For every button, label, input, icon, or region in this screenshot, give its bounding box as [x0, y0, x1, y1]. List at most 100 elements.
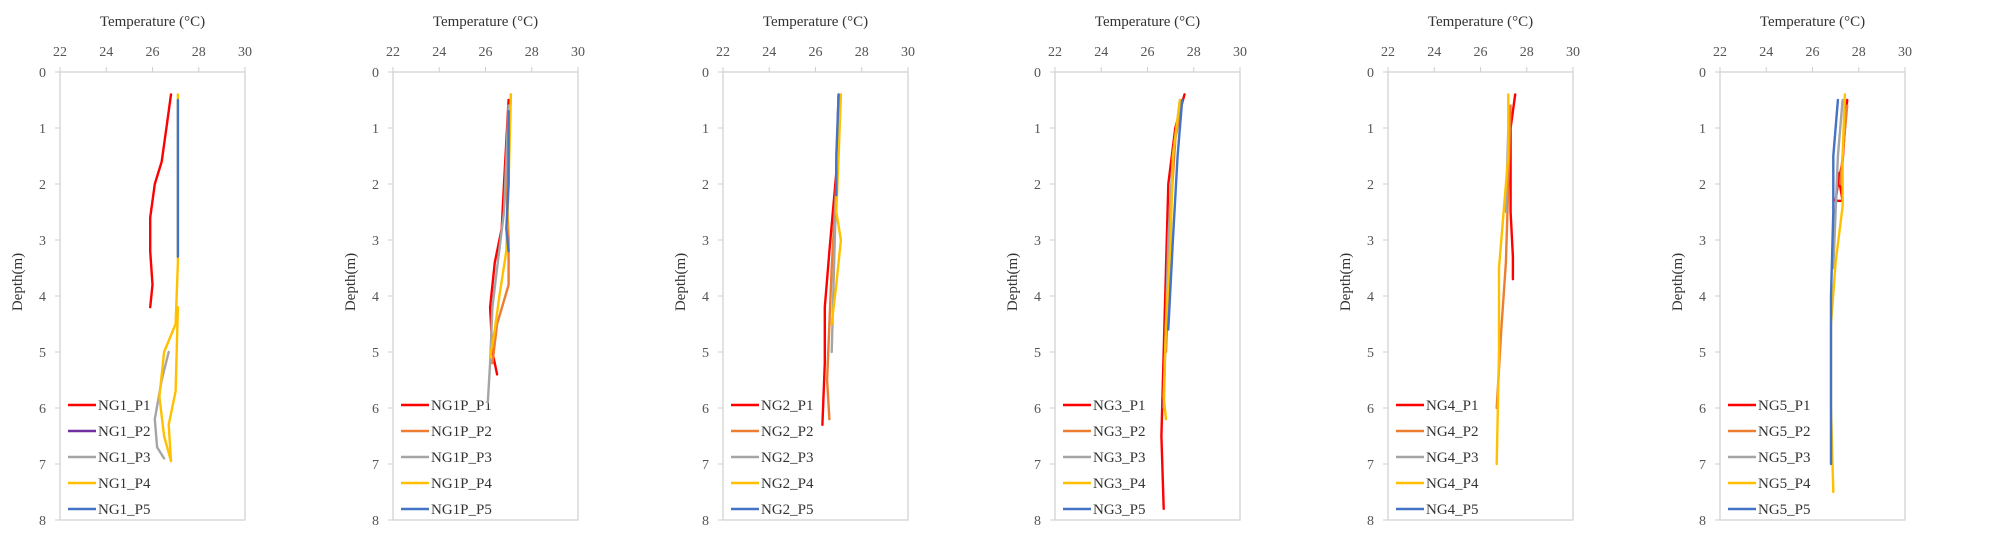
y-tick-label: 6 — [1034, 402, 1041, 417]
legend-label: NG1P_P5 — [431, 502, 492, 518]
x-tick-label: 30 — [1898, 45, 1912, 60]
y-tick-label: 0 — [39, 66, 46, 81]
x-tick-label: 22 — [1381, 45, 1395, 60]
x-tick-label: 26 — [1141, 45, 1155, 60]
y-tick-label: 4 — [1699, 290, 1706, 305]
legend-label: NG4_P4 — [1426, 476, 1479, 492]
y-tick-label: 5 — [1699, 346, 1706, 361]
y-tick-label: 1 — [372, 122, 379, 137]
x-tick-label: 24 — [1759, 45, 1773, 60]
y-tick-label: 2 — [1367, 178, 1374, 193]
legend-label: NG1P_P4 — [431, 476, 492, 492]
x-tick-label: 24 — [1427, 45, 1441, 60]
chart-panel-4: Temperature (°C) 22 24 26 28 30 0 1 2 3 4 5 6 7 8 Depth… — [1005, 14, 1247, 529]
series-line-NG3_P5 — [1167, 98, 1184, 331]
series-line-NG1_P3 — [153, 350, 170, 460]
y-tick-label: 8 — [1367, 514, 1374, 529]
legend-label: NG5_P3 — [1758, 450, 1811, 466]
y-tick-label: 2 — [702, 178, 709, 193]
y-tick-label: 3 — [1034, 234, 1041, 249]
series-line-NG2_P5 — [835, 93, 840, 197]
legend-label: NG3_P1 — [1093, 398, 1146, 414]
legend-label: NG2_P3 — [761, 450, 814, 466]
y-tick-label: 1 — [702, 122, 709, 137]
y-tick-label: 6 — [1699, 402, 1706, 417]
legend-label: NG4_P2 — [1426, 424, 1479, 440]
x-tick-label: 30 — [901, 45, 915, 60]
y-tick-label: 7 — [702, 458, 709, 473]
legend-label: NG1_P4 — [98, 476, 151, 492]
series-line-NG5_P3 — [1832, 98, 1844, 270]
y-tick-label: 5 — [1367, 346, 1374, 361]
y-axis-title: Depth(m) — [1338, 253, 1354, 311]
legend-label: NG4_P1 — [1426, 398, 1479, 414]
series-line-NG1_P4 — [158, 93, 180, 463]
x-tick-label: 28 — [192, 45, 206, 60]
y-tick-label: 4 — [702, 290, 709, 305]
x-axis-title: Temperature (°C) — [433, 14, 538, 30]
legend-label: NG5_P4 — [1758, 476, 1811, 492]
y-tick-label: 2 — [372, 178, 379, 193]
x-tick-label: 24 — [1094, 45, 1108, 60]
y-tick-label: 1 — [1034, 122, 1041, 137]
legend-label: NG1_P5 — [98, 502, 151, 518]
x-tick-label: 28 — [855, 45, 869, 60]
legend-label: NG1P_P2 — [431, 424, 492, 440]
y-tick-label: 3 — [39, 234, 46, 249]
plot-frame — [722, 71, 909, 521]
y-tick-label: 1 — [1699, 122, 1706, 137]
x-tick-label: 30 — [1566, 45, 1580, 60]
legend-label: NG2_P2 — [761, 424, 814, 440]
x-tick-label: 22 — [53, 45, 67, 60]
series-line-NG1P_P1 — [488, 98, 510, 376]
series-line-NG1P_P2 — [491, 93, 513, 365]
series-line-NG1_P1 — [148, 93, 173, 309]
y-tick-label: 4 — [39, 290, 46, 305]
y-tick-label: 3 — [1367, 234, 1374, 249]
series-line-NG4_P4 — [1495, 93, 1510, 466]
legend-label: NG2_P4 — [761, 476, 814, 492]
x-axis-title: Temperature (°C) — [1095, 14, 1200, 30]
legend-label: NG2_P5 — [761, 502, 814, 518]
legend-label: NG1_P3 — [98, 450, 151, 466]
x-tick-label: 28 — [1187, 45, 1201, 60]
y-tick-label: 5 — [372, 346, 379, 361]
legend-label: NG5_P5 — [1758, 502, 1811, 518]
y-tick-label: 2 — [1034, 178, 1041, 193]
y-axis-title: Depth(m) — [10, 253, 26, 311]
x-axis-title: Temperature (°C) — [1428, 14, 1533, 30]
y-tick-label: 4 — [1367, 290, 1374, 305]
y-axis-title: Depth(m) — [1005, 253, 1021, 311]
y-tick-label: 0 — [1034, 66, 1041, 81]
y-tick-label: 7 — [1699, 458, 1706, 473]
y-tick-label: 7 — [39, 458, 46, 473]
series-line-NG2_P4 — [830, 93, 843, 326]
y-tick-label: 4 — [1034, 290, 1041, 305]
legend-label: NG3_P3 — [1093, 450, 1146, 466]
y-tick-label: 8 — [1034, 514, 1041, 529]
y-tick-label: 5 — [702, 346, 709, 361]
x-tick-label: 30 — [571, 45, 585, 60]
legend-label: NG4_P5 — [1426, 502, 1479, 518]
x-tick-label: 28 — [525, 45, 539, 60]
series-line-NG4_P1 — [1509, 93, 1517, 281]
y-axis-title: Depth(m) — [1670, 253, 1686, 311]
x-tick-label: 22 — [716, 45, 730, 60]
y-tick-label: 7 — [1034, 458, 1041, 473]
x-axis-title: Temperature (°C) — [1760, 14, 1865, 30]
y-tick-label: 2 — [39, 178, 46, 193]
x-tick-label: 30 — [1233, 45, 1247, 60]
chart-panel-1: Temperature (°C) 22 24 26 28 30 0 1 2 3 4 5 6 7 8 Depth… — [10, 14, 252, 529]
y-tick-label: 6 — [372, 402, 379, 417]
legend-label: NG2_P1 — [761, 398, 814, 414]
y-tick-label: 5 — [1034, 346, 1041, 361]
y-tick-label: 6 — [1367, 402, 1374, 417]
y-tick-label: 8 — [1699, 514, 1706, 529]
x-tick-label: 26 — [479, 45, 493, 60]
y-tick-label: 7 — [372, 458, 379, 473]
y-tick-label: 5 — [39, 346, 46, 361]
x-axis-title: Temperature (°C) — [100, 14, 205, 30]
x-tick-label: 24 — [99, 45, 113, 60]
